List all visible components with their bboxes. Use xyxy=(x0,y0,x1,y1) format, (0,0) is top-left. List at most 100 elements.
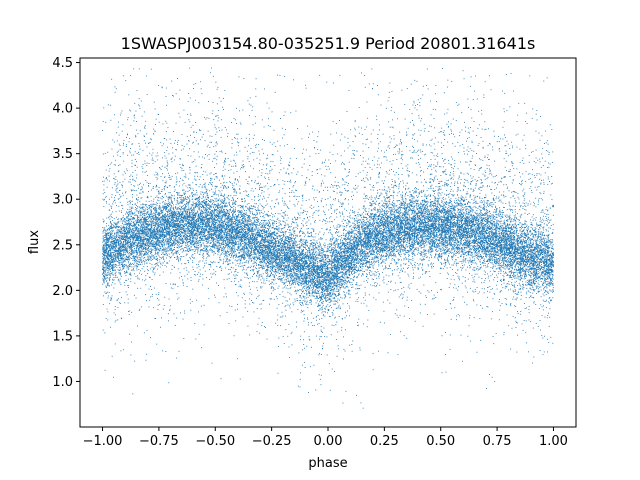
data-point xyxy=(473,281,474,282)
data-point xyxy=(412,213,413,214)
data-point xyxy=(105,278,106,279)
data-point xyxy=(220,208,221,209)
data-point xyxy=(203,209,204,210)
data-point xyxy=(275,273,276,274)
data-point xyxy=(157,254,158,255)
data-point xyxy=(487,265,488,266)
data-point xyxy=(424,196,425,197)
data-point xyxy=(152,237,153,238)
data-point xyxy=(441,268,442,269)
data-point xyxy=(419,237,420,238)
data-point xyxy=(529,162,530,163)
data-point xyxy=(183,180,184,181)
data-point xyxy=(535,241,536,242)
data-point xyxy=(369,230,370,231)
data-point xyxy=(364,251,365,252)
data-point xyxy=(489,286,490,287)
data-point xyxy=(195,83,196,84)
data-point xyxy=(118,307,119,308)
data-point xyxy=(538,200,539,201)
data-point xyxy=(227,258,228,259)
data-point xyxy=(191,214,192,215)
data-point xyxy=(496,333,497,334)
data-point xyxy=(346,315,347,316)
data-point xyxy=(123,349,124,350)
data-point xyxy=(507,227,508,228)
data-point xyxy=(361,247,362,248)
data-point xyxy=(172,147,173,148)
data-point xyxy=(512,328,513,329)
data-point xyxy=(286,238,287,239)
data-point xyxy=(306,264,307,265)
data-point xyxy=(533,151,534,152)
data-point xyxy=(462,283,463,284)
data-point xyxy=(312,295,313,296)
data-point xyxy=(398,260,399,261)
data-point xyxy=(302,213,303,214)
data-point xyxy=(228,245,229,246)
data-point xyxy=(463,185,464,186)
data-point xyxy=(389,203,390,204)
data-point xyxy=(185,196,186,197)
data-point xyxy=(501,260,502,261)
data-point xyxy=(415,248,416,249)
data-point xyxy=(181,256,182,257)
data-point xyxy=(234,221,235,222)
data-point xyxy=(503,203,504,204)
data-point xyxy=(516,218,517,219)
data-point xyxy=(535,277,536,278)
data-point xyxy=(182,170,183,171)
data-point xyxy=(232,253,233,254)
data-point xyxy=(224,205,225,206)
data-point xyxy=(361,221,362,222)
data-point xyxy=(306,214,307,215)
data-point xyxy=(283,212,284,213)
data-point xyxy=(316,316,317,317)
data-point xyxy=(446,254,447,255)
data-point xyxy=(510,210,511,211)
data-point xyxy=(438,235,439,236)
data-point xyxy=(389,136,390,137)
data-point xyxy=(303,300,304,301)
data-point xyxy=(239,219,240,220)
data-point xyxy=(539,186,540,187)
data-point xyxy=(182,252,183,253)
data-point xyxy=(391,110,392,111)
data-point xyxy=(475,213,476,214)
data-point xyxy=(120,182,121,183)
data-point xyxy=(133,253,134,254)
data-point xyxy=(462,237,463,238)
data-point xyxy=(309,336,310,337)
data-point xyxy=(316,269,317,270)
data-point xyxy=(215,244,216,245)
data-point xyxy=(198,312,199,313)
data-point xyxy=(478,216,479,217)
data-point xyxy=(488,276,489,277)
data-point xyxy=(198,224,199,225)
data-point xyxy=(222,130,223,131)
data-point xyxy=(543,309,544,310)
data-point xyxy=(118,223,119,224)
data-point xyxy=(315,280,316,281)
data-point xyxy=(354,262,355,263)
data-point xyxy=(155,263,156,264)
data-point xyxy=(481,251,482,252)
data-point xyxy=(162,166,163,167)
data-point xyxy=(267,276,268,277)
data-point xyxy=(470,215,471,216)
data-point xyxy=(545,242,546,243)
data-point xyxy=(544,269,545,270)
data-point xyxy=(269,276,270,277)
data-point xyxy=(120,269,121,270)
data-point xyxy=(456,265,457,266)
data-point xyxy=(541,180,542,181)
data-point xyxy=(533,357,534,358)
data-point xyxy=(483,251,484,252)
data-point xyxy=(376,225,377,226)
data-point xyxy=(500,259,501,260)
data-point xyxy=(247,183,248,184)
data-point xyxy=(180,164,181,165)
data-point xyxy=(500,253,501,254)
data-point xyxy=(427,211,428,212)
data-point xyxy=(123,124,124,125)
